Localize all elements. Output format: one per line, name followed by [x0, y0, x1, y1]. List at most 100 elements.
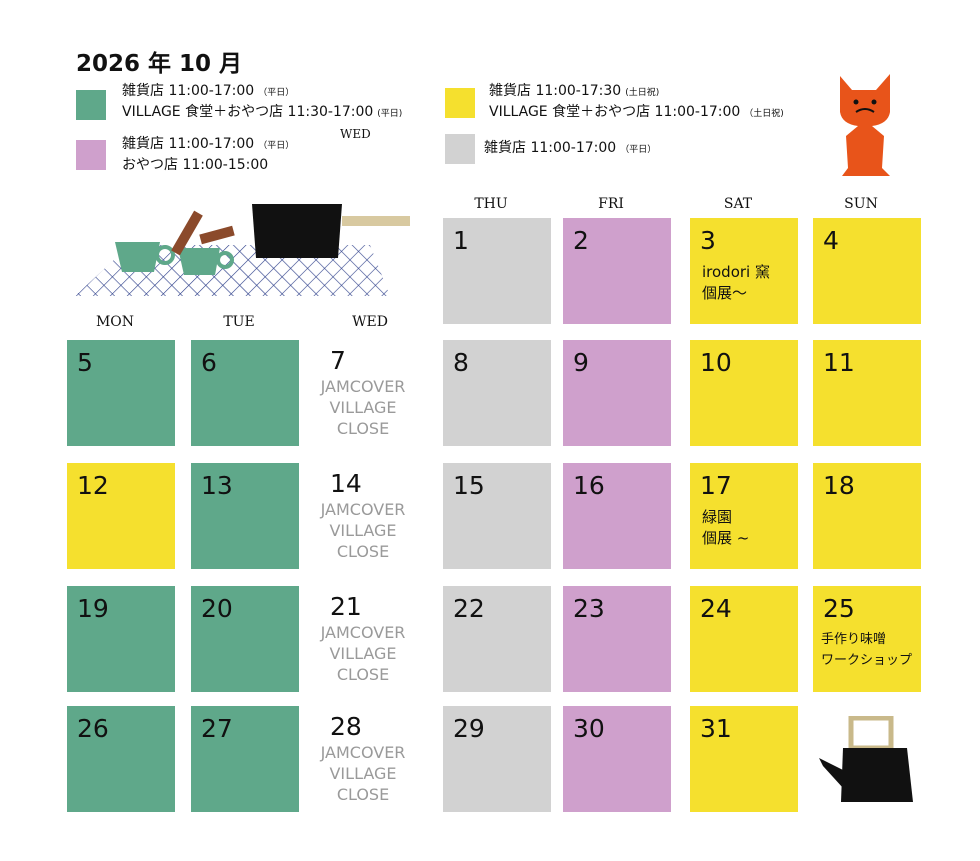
legend-text: おやつ店 11:00-15:00 [122, 154, 268, 174]
day-cell [67, 463, 175, 569]
day-note: JAMCOVER [320, 500, 406, 519]
day-cell [191, 586, 299, 692]
legend-swatch [445, 134, 475, 164]
day-cell [191, 706, 299, 812]
day-number: 26 [77, 714, 109, 743]
legend-note: (土日祝) [625, 88, 660, 98]
legend-label: VILLAGE 食堂＋おやつ店 11:30-17:00 [122, 104, 374, 120]
day-number: 13 [201, 471, 233, 500]
day-cell [813, 586, 921, 692]
day-number: 15 [453, 471, 485, 500]
day-cell [443, 218, 551, 324]
day-number: 21 [330, 592, 362, 621]
legend-note: （平日） [620, 145, 657, 155]
day-cell [67, 706, 175, 812]
weekday-label: SUN [844, 196, 878, 212]
day-cell [690, 218, 798, 324]
day-number: 9 [573, 348, 589, 377]
day-cell [690, 586, 798, 692]
day-cell [563, 218, 671, 324]
legend-note: （平日） [258, 141, 295, 151]
day-number: 22 [453, 594, 485, 623]
day-cell [443, 586, 551, 692]
day-number: 7 [330, 346, 346, 375]
day-note: irodori 窯 [702, 263, 770, 281]
day-note: VILLAGE [329, 398, 397, 417]
day-number: 4 [823, 226, 839, 255]
day-cell [813, 463, 921, 569]
legend-text: 雑貨店 11:00-17:00 （平日） [122, 80, 294, 100]
illustration-cat [840, 74, 890, 176]
day-number: 28 [330, 712, 362, 741]
day-cell [563, 586, 671, 692]
day-cell [443, 706, 551, 812]
day-note: JAMCOVER [320, 743, 406, 762]
legend-label: おやつ店 11:00-15:00 [122, 157, 269, 173]
legend-label: 雑貨店 11:00-17:30 [489, 83, 622, 99]
legend-note: （平日） [258, 88, 295, 98]
day-cell [813, 218, 921, 324]
day-note: 個展 ~ [702, 529, 750, 547]
legend-text: 雑貨店 11:00-17:30 (土日祝) [489, 80, 659, 100]
legend-label: 雑貨店 11:00-17:00 [484, 140, 617, 156]
legend-swatch [76, 90, 106, 120]
day-number: 14 [330, 469, 362, 498]
weekday-label: MON [95, 314, 135, 330]
day-cell [443, 340, 551, 446]
day-number: 30 [573, 714, 605, 743]
day-number: 1 [453, 226, 469, 255]
day-cell [191, 463, 299, 569]
legend-label: VILLAGE 食堂＋おやつ店 11:00-17:00 [489, 104, 741, 120]
day-number: 31 [700, 714, 732, 743]
day-cell [690, 340, 798, 446]
day-note: ワークショップ [821, 653, 913, 668]
day-number: 24 [700, 594, 732, 623]
illustration-cups [75, 204, 410, 296]
day-note: JAMCOVER [320, 623, 406, 642]
day-number: 23 [573, 594, 605, 623]
weekday-label: THU [474, 196, 508, 212]
day-number: 2 [573, 226, 589, 255]
day-number: 18 [823, 471, 855, 500]
day-note: VILLAGE [329, 644, 397, 663]
day-number: 12 [77, 471, 109, 500]
day-number: 19 [77, 594, 109, 623]
day-number: 5 [77, 348, 93, 377]
legend-text: VILLAGE 食堂＋おやつ店 11:00-17:00 （土日祝) [489, 101, 784, 121]
title: 2026 年 10 月 [76, 51, 243, 77]
legend-text: VILLAGE 食堂＋おやつ店 11:30-17:00 (平日) [122, 101, 402, 121]
day-cell [563, 463, 671, 569]
day-cell [563, 706, 671, 812]
day-number: 29 [453, 714, 485, 743]
legend-swatch [445, 88, 475, 118]
day-cell [813, 340, 921, 446]
day-note: VILLAGE [329, 521, 397, 540]
day-cell [67, 586, 175, 692]
day-cell [443, 463, 551, 569]
day-number: 25 [823, 594, 855, 623]
illustration-kettle [819, 716, 913, 802]
weekday-label: FRI [598, 196, 624, 212]
day-number: 8 [453, 348, 469, 377]
day-number: 27 [201, 714, 233, 743]
legend-swatch [76, 140, 106, 170]
day-number: 20 [201, 594, 233, 623]
day-note: VILLAGE [329, 764, 397, 783]
day-number: 16 [573, 471, 605, 500]
day-cell [67, 340, 175, 446]
stray-label: WED [340, 127, 371, 141]
day-note: CLOSE [336, 542, 390, 561]
legend-note: (平日) [377, 109, 403, 119]
legend-note: （土日祝) [744, 109, 784, 119]
day-number: 11 [823, 348, 855, 377]
day-note: 個展～ [702, 284, 748, 302]
legend-label: 雑貨店 11:00-17:00 [122, 136, 255, 152]
weekday-label: SAT [723, 196, 753, 212]
day-number: 17 [700, 471, 732, 500]
day-note: 手作り味噌 [821, 632, 887, 647]
weekday-label: WED [352, 314, 388, 330]
day-number: 3 [700, 226, 716, 255]
day-number: 10 [700, 348, 732, 377]
day-note: CLOSE [336, 785, 390, 804]
